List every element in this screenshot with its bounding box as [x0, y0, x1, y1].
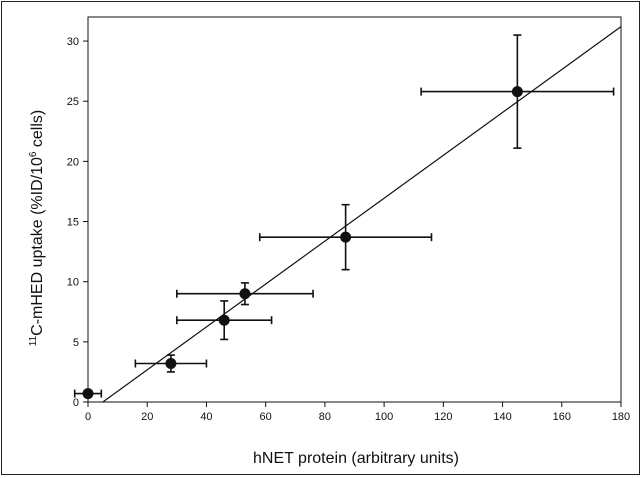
plot-border — [87, 16, 622, 403]
data-point — [165, 358, 177, 369]
data-point — [239, 288, 251, 300]
data-point — [511, 86, 523, 98]
y-label-sup2: 6 — [28, 151, 39, 157]
x-axis-label: hNET protein (arbitrary units) — [253, 450, 459, 467]
plot-area: 0 20 40 60 80 100 120 140 160 180 0 5 10 15 20 25 30 — [67, 16, 630, 423]
y-label-text2: cells) — [29, 110, 46, 152]
data-point — [340, 231, 352, 243]
x-tick-label: 40 — [200, 411, 212, 423]
y-label-text1: C-mHED uptake (%ID/10 — [29, 157, 46, 336]
y-label-sup1: 11 — [28, 335, 39, 346]
y-tick-label: 0 — [73, 397, 79, 409]
x-tick-label: 60 — [260, 411, 272, 423]
x-tick-label: 140 — [493, 411, 511, 423]
x-tick-label: 80 — [319, 411, 331, 423]
y-tick-label: 25 — [67, 96, 79, 108]
x-tick-label: 180 — [612, 411, 630, 423]
y-tick-label: 20 — [67, 156, 79, 168]
x-tick-label: 160 — [553, 411, 571, 423]
x-tick-label: 0 — [85, 411, 91, 423]
x-tick-label: 120 — [434, 411, 452, 423]
y-tick-label: 5 — [73, 337, 79, 349]
x-tick-label: 20 — [141, 411, 153, 423]
y-tick-label: 10 — [67, 277, 79, 289]
x-tick-label: 100 — [375, 411, 393, 423]
y-tick-label: 30 — [67, 36, 79, 48]
y-tick-label: 15 — [67, 217, 79, 229]
data-point — [218, 314, 230, 326]
data-point — [82, 388, 94, 400]
regression-line — [102, 26, 622, 403]
y-axis-label: 11C-mHED uptake (%ID/106 cells) — [28, 110, 46, 346]
